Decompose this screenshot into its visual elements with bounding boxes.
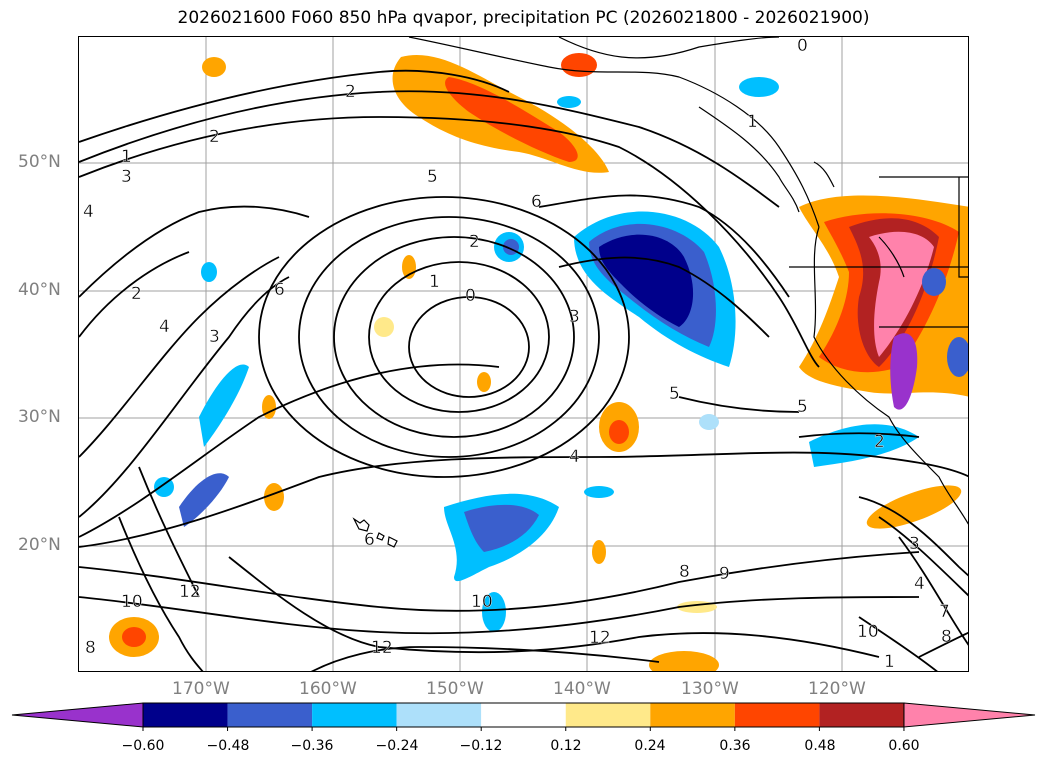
precip-negative-west xyxy=(199,364,249,447)
contour-label: 4 xyxy=(569,447,580,467)
contour-label: 1 xyxy=(429,272,440,292)
lat-label: 50°N xyxy=(18,152,61,172)
contour-label: 4 xyxy=(159,317,170,337)
precip-negative-west-2 xyxy=(179,473,229,527)
colorbar-tick: −0.36 xyxy=(290,738,334,754)
lon-label: 130°W xyxy=(681,679,739,699)
precip-strong-gulf xyxy=(445,77,578,162)
contour-label: 5 xyxy=(669,384,680,404)
colorbar-segment xyxy=(227,703,313,727)
colorbar-segments xyxy=(11,702,1036,731)
map-title: 2026021600 F060 850 hPa qvapor, precipit… xyxy=(177,8,870,28)
contour-label: 0 xyxy=(465,286,476,306)
map-panel: 1 3 2 4 5 6 2 1 0 3 2 3 4 5 5 6 4 2 6 8 … xyxy=(78,36,969,672)
contour-label: 4 xyxy=(83,202,94,222)
contour-label: 2 xyxy=(345,82,356,102)
contour-label: 12 xyxy=(371,638,393,658)
contour-label: 3 xyxy=(569,307,580,327)
colorbar-border xyxy=(142,702,905,728)
colorbar-extend-high xyxy=(903,702,1036,728)
precip-negative-se-deep xyxy=(890,333,918,410)
contours xyxy=(79,69,968,671)
contour-label: 2 xyxy=(874,432,885,452)
lat-label: 20°N xyxy=(18,535,61,555)
colorbar-tick: 0.60 xyxy=(888,738,920,754)
colorbar-segment xyxy=(143,703,228,727)
contour-label: 9 xyxy=(719,564,730,584)
colorbar-tick: 0.36 xyxy=(719,738,751,754)
contour-label-layer: 1 3 2 4 5 6 2 1 0 3 2 3 4 5 5 6 4 2 6 8 … xyxy=(83,37,952,672)
contour-label: 3 xyxy=(121,167,132,187)
lon-label: 140°W xyxy=(553,679,611,699)
lon-label: 160°W xyxy=(299,679,357,699)
contour-label: 6 xyxy=(274,280,285,300)
colorbar-segment xyxy=(650,703,735,727)
coastlines xyxy=(352,37,968,548)
contour-label: 5 xyxy=(797,397,808,417)
contour-label: 0 xyxy=(797,37,808,56)
contour-label: 3 xyxy=(209,327,220,347)
colorbar-segment xyxy=(734,703,820,727)
colorbar-tick: −0.24 xyxy=(375,738,419,754)
contour-label: 5 xyxy=(427,167,438,187)
contour-label: 1 xyxy=(121,147,132,167)
contour-label: 4 xyxy=(914,574,925,594)
contour-label: 6 xyxy=(531,192,542,212)
colorbar-tick: 0.48 xyxy=(804,738,836,754)
precip-fills xyxy=(109,53,968,671)
colorbar-tick: −0.60 xyxy=(121,738,165,754)
colorbar-extend-low xyxy=(11,702,144,728)
colorbar-tick: 0.24 xyxy=(634,738,666,754)
contour-label: 10 xyxy=(471,592,493,612)
contour-label: 7 xyxy=(939,602,950,622)
precip-max-coast xyxy=(869,231,934,357)
lon-label: 150°W xyxy=(426,679,484,699)
contour-label: 10 xyxy=(857,622,879,642)
lat-label: 40°N xyxy=(18,280,61,300)
contour-label: 12 xyxy=(589,628,611,648)
colorbar-segment xyxy=(312,703,397,727)
lat-label: 30°N xyxy=(18,407,61,427)
contour-label: 10 xyxy=(121,592,143,612)
contour-label: 8 xyxy=(85,638,96,658)
contour-label: 8 xyxy=(941,627,952,647)
contour-label: 1 xyxy=(884,652,895,672)
lon-label: 120°W xyxy=(808,679,866,699)
contour-label: 8 xyxy=(679,562,690,582)
contour-label: 2 xyxy=(209,127,220,147)
colorbar-segment xyxy=(396,703,482,727)
colorbar-tick: −0.48 xyxy=(206,738,250,754)
contour-label: 2 xyxy=(131,284,142,304)
colorbar-segment xyxy=(565,703,651,727)
contour-label: 6 xyxy=(364,530,375,550)
lon-label: 170°W xyxy=(172,679,230,699)
colorbar-tick: −0.12 xyxy=(459,738,503,754)
contour-label: 2 xyxy=(469,232,480,252)
contour-label: 3 xyxy=(909,534,920,554)
contour-label: 12 xyxy=(179,582,201,602)
precip-negative-sub-deep xyxy=(464,504,539,552)
contour-label: 1 xyxy=(747,112,758,132)
colorbar-segment xyxy=(481,703,566,727)
colorbar-tick: 0.12 xyxy=(550,738,582,754)
map-plot: 1 3 2 4 5 6 2 1 0 3 2 3 4 5 5 6 4 2 6 8 … xyxy=(79,37,968,672)
colorbar-segment xyxy=(819,703,904,727)
